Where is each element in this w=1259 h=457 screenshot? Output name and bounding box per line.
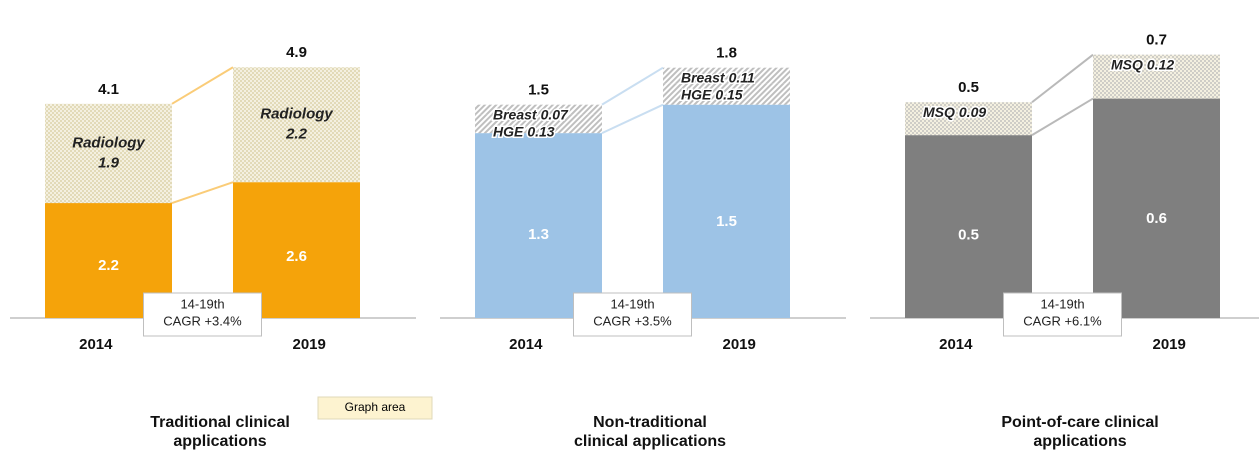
note-text: Graph area xyxy=(345,400,406,414)
segment-label: Breast 0.07 xyxy=(493,106,569,122)
total-label: 1.5 xyxy=(528,82,549,99)
segment-value: 2.2 xyxy=(98,257,119,274)
cagr-text: CAGR +3.4% xyxy=(163,313,242,328)
x-tick-label: 2014 xyxy=(79,336,113,353)
segment-value: 0.07 xyxy=(541,106,569,122)
bar-segment xyxy=(475,133,602,318)
connector xyxy=(601,103,664,135)
cagr-box xyxy=(573,292,692,337)
segment-name: MSQ xyxy=(1111,56,1143,72)
x-tick-label: 2014 xyxy=(509,336,543,353)
cagr-text: CAGR +6.1% xyxy=(1023,313,1102,328)
cagr-text: 14-19th xyxy=(180,296,224,311)
segment-value: 0.09 xyxy=(959,104,986,120)
connector xyxy=(171,66,234,105)
segment-value: 0.5 xyxy=(958,227,979,244)
bar-segment xyxy=(663,104,790,319)
segment-value: 0.6 xyxy=(1146,210,1167,227)
cagr-text: 14-19th xyxy=(1040,296,1084,311)
cagr-box xyxy=(1003,292,1122,337)
segment-label: HGE 0.15 xyxy=(681,86,743,102)
bar-segment xyxy=(905,102,1032,136)
panel-subtitle: applications xyxy=(173,433,266,450)
segment-name: Breast xyxy=(681,69,726,85)
segment-name: HGE xyxy=(493,123,524,139)
segment-value: 1.3 xyxy=(528,226,549,243)
segment-label: MSQ 0.09 xyxy=(923,104,986,120)
bar-segment xyxy=(1093,98,1220,318)
total-label: 1.8 xyxy=(716,45,737,62)
segment-value: 0.11 xyxy=(729,69,755,85)
cagr-box xyxy=(143,292,262,337)
segment-value: 0.15 xyxy=(715,86,742,102)
bar-segment xyxy=(45,103,172,204)
segment-value: 1.5 xyxy=(716,213,737,230)
note-box xyxy=(317,396,433,420)
panel-subtitle: applications xyxy=(1033,433,1126,450)
segment-name: Breast xyxy=(493,106,538,122)
bar-segment xyxy=(233,67,360,183)
segment-value: 2.6 xyxy=(286,248,307,265)
panel-subtitle: clinical applications xyxy=(574,433,726,450)
segment-value: 0.12 xyxy=(1147,56,1174,72)
segment-name: HGE xyxy=(681,86,712,102)
x-tick-label: 2019 xyxy=(1153,336,1186,353)
total-label: 4.1 xyxy=(98,81,119,98)
bar-segment xyxy=(663,83,790,105)
connector xyxy=(601,66,664,106)
cagr-text: CAGR +3.5% xyxy=(593,313,672,328)
cagr-text: 14-19th xyxy=(610,296,654,311)
bar-segment xyxy=(475,114,602,134)
panel-subtitle: Traditional clinical xyxy=(150,414,290,431)
segment-value: 0.13 xyxy=(527,123,554,139)
connector xyxy=(1031,97,1094,137)
connector xyxy=(1031,53,1094,104)
segment-value: 2.2 xyxy=(285,126,308,143)
x-tick-label: 2019 xyxy=(293,336,326,353)
segment-name: MSQ xyxy=(923,104,955,120)
segment-name: Radiology xyxy=(72,134,145,151)
segment-name: Radiology xyxy=(260,106,333,123)
segment-label: Breast 0.11 xyxy=(681,69,755,85)
total-label: 4.9 xyxy=(286,44,307,61)
bar-segment xyxy=(475,104,602,115)
panel-subtitle: Non-traditional xyxy=(593,414,707,431)
x-tick-label: 2014 xyxy=(939,336,973,353)
bar-segment xyxy=(905,135,1032,318)
total-label: 0.7 xyxy=(1146,32,1167,49)
segment-label: MSQ 0.12 xyxy=(1111,56,1174,72)
connector xyxy=(171,181,234,205)
panel-subtitle: Point-of-care clinical xyxy=(1001,414,1158,431)
total-label: 0.5 xyxy=(958,79,979,96)
bar-segment xyxy=(663,67,790,84)
segment-label: HGE 0.13 xyxy=(493,123,555,139)
segment-value: 1.9 xyxy=(98,154,120,171)
bar-segment xyxy=(1093,54,1220,99)
x-tick-label: 2019 xyxy=(723,336,756,353)
